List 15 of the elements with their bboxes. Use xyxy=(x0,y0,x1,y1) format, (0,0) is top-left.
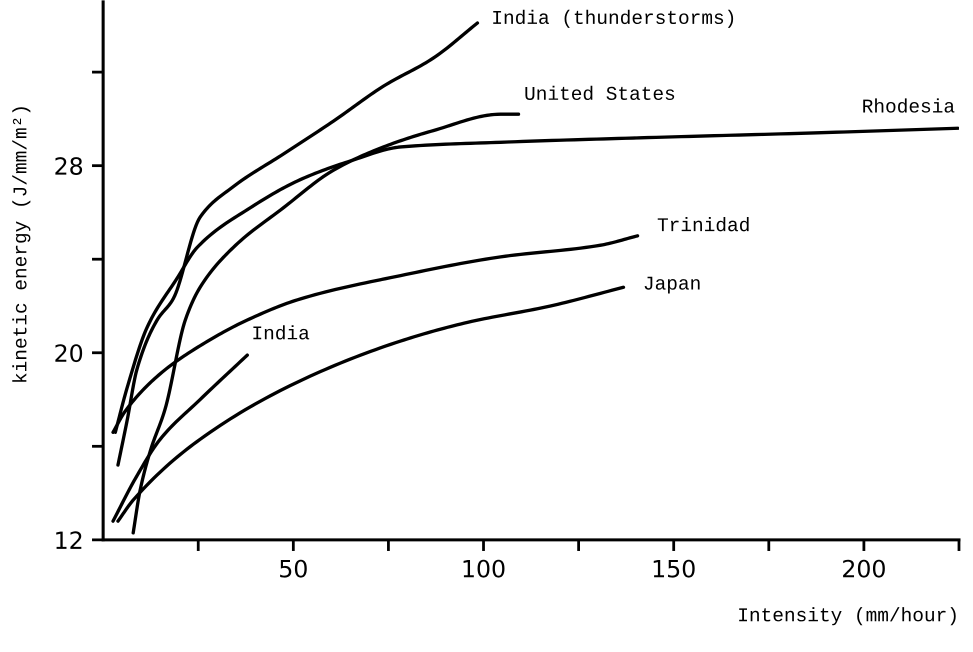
y-axis-title: kinetic energy (J/mm/m²) xyxy=(12,107,30,382)
series-label: Japan xyxy=(644,276,700,294)
x-axis-title: Intensity (mm/hour) xyxy=(739,607,956,626)
x-tick-label: 150 xyxy=(654,560,695,578)
series-label: Trinidad xyxy=(658,217,749,232)
series-label: India (thunderstorms) xyxy=(493,10,734,28)
series-label: India xyxy=(253,325,310,340)
y-tick-label: 20 xyxy=(55,344,82,362)
series-label: Rhodesia xyxy=(863,98,954,113)
y-tick-label: 12 xyxy=(56,531,82,549)
x-tick-label: 50 xyxy=(280,560,307,578)
x-tick-label: 100 xyxy=(464,560,504,578)
x-tick-label: 200 xyxy=(843,560,885,578)
series-label: United States xyxy=(525,86,674,100)
y-tick-label: 28 xyxy=(55,157,82,175)
